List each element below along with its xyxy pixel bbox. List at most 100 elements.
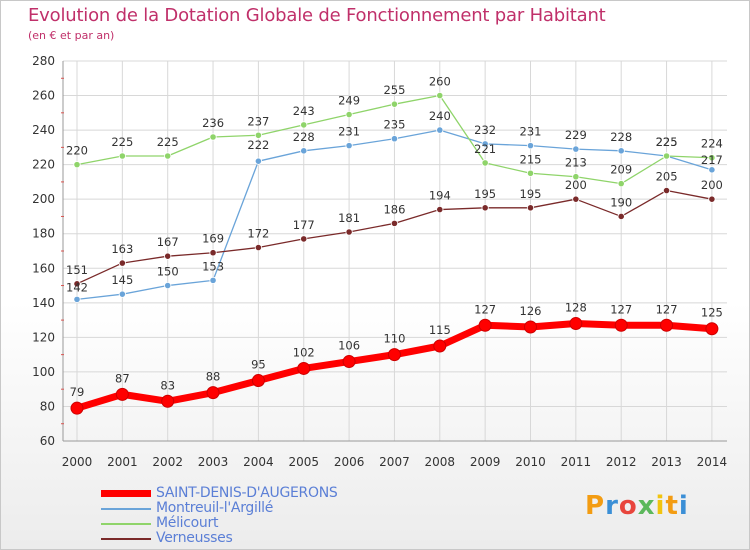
x-tick-label: 2001	[107, 455, 138, 469]
y-tick-label: 260	[32, 89, 55, 103]
data-label: 125	[701, 306, 723, 320]
data-label: 235	[383, 118, 405, 132]
data-label: 249	[338, 94, 360, 108]
data-point	[436, 91, 444, 100]
data-point	[164, 252, 172, 260]
data-label: 163	[111, 242, 133, 256]
legend-label: SAINT-DENIS-D'AUGERONS	[156, 485, 338, 501]
data-point	[342, 355, 356, 369]
x-tick-label: 2005	[288, 455, 319, 469]
data-point	[209, 249, 217, 257]
data-point	[617, 212, 625, 221]
data-point	[209, 276, 217, 284]
logo-letter: i	[655, 491, 666, 521]
data-label: 221	[474, 142, 496, 156]
data-point	[390, 100, 399, 108]
data-label: 200	[701, 178, 723, 192]
data-point	[206, 386, 220, 400]
data-label: 217	[701, 153, 723, 167]
data-label: 243	[293, 104, 315, 118]
data-point	[300, 235, 308, 243]
x-tick-label: 2009	[470, 455, 501, 469]
y-tick-label: 280	[32, 54, 55, 68]
x-tick-label: 2012	[606, 455, 637, 469]
x-tick-label: 2013	[651, 455, 682, 469]
data-point	[481, 159, 489, 167]
y-tick-label: 100	[32, 365, 55, 379]
data-point	[481, 140, 489, 148]
data-point	[481, 204, 489, 212]
data-point	[345, 110, 353, 119]
data-label: 209	[610, 163, 632, 177]
data-label: 228	[610, 130, 632, 144]
data-label: 195	[474, 187, 496, 201]
x-tick-label: 2006	[334, 455, 365, 469]
data-point	[526, 204, 535, 212]
data-point	[478, 318, 492, 332]
data-point	[436, 126, 444, 134]
data-label: 145	[111, 273, 133, 287]
data-label: 177	[293, 218, 315, 232]
data-point	[73, 295, 81, 303]
data-point	[708, 166, 716, 174]
y-tick-label: 180	[32, 227, 55, 241]
data-label: 102	[293, 345, 315, 359]
data-point	[115, 387, 129, 401]
data-label: 127	[474, 302, 496, 316]
proxiti-logo: Proxiti	[585, 491, 689, 521]
data-point	[251, 374, 265, 388]
data-point	[572, 195, 580, 203]
x-tick-label: 2011	[561, 455, 592, 469]
data-point	[433, 339, 447, 353]
data-label: 150	[157, 265, 179, 279]
data-label: 167	[157, 235, 179, 249]
legend-swatch	[101, 538, 151, 540]
logo-letter: i	[678, 491, 689, 521]
y-tick-label: 220	[32, 158, 55, 172]
data-label: 169	[202, 232, 224, 246]
data-point	[524, 320, 537, 334]
data-point	[705, 322, 719, 336]
data-label: 181	[338, 211, 360, 225]
data-point	[118, 152, 126, 160]
chart-subtitle: (en € et par an)	[28, 29, 115, 42]
data-point	[254, 157, 262, 165]
data-label: 79	[70, 385, 85, 399]
logo-letter: o	[618, 491, 638, 521]
data-label: 255	[383, 83, 405, 97]
data-point	[297, 361, 311, 375]
data-label: 88	[206, 370, 221, 384]
data-point	[118, 259, 126, 267]
data-label: 200	[565, 178, 587, 192]
x-tick-label: 2014	[697, 455, 728, 469]
legend-label: Verneusses	[156, 530, 233, 546]
data-label: 127	[610, 302, 632, 316]
data-label: 229	[565, 128, 587, 142]
data-label: 228	[293, 130, 315, 144]
data-point	[300, 147, 308, 155]
data-label: 186	[383, 202, 405, 216]
data-label: 220	[66, 144, 88, 158]
data-label: 225	[656, 135, 678, 149]
data-label: 222	[247, 138, 269, 152]
data-label: 195	[520, 187, 542, 201]
data-point	[161, 394, 175, 408]
data-point	[387, 348, 401, 362]
legend-swatch	[101, 490, 151, 497]
data-label: 232	[474, 123, 496, 137]
data-point	[662, 186, 671, 195]
data-point	[708, 154, 716, 162]
data-label: 153	[202, 259, 224, 273]
data-label: 127	[656, 302, 678, 316]
logo-letter: P	[585, 491, 606, 521]
x-tick-label: 2007	[379, 455, 410, 469]
data-point	[526, 142, 535, 150]
data-point	[254, 131, 262, 139]
data-label: 260	[429, 75, 451, 89]
x-tick-label: 2010	[515, 455, 546, 469]
data-label: 237	[247, 114, 269, 128]
y-tick-label: 140	[32, 296, 55, 310]
y-tick-label: 120	[32, 330, 55, 344]
data-label: 215	[520, 152, 542, 166]
y-tick-label: 160	[32, 261, 55, 275]
